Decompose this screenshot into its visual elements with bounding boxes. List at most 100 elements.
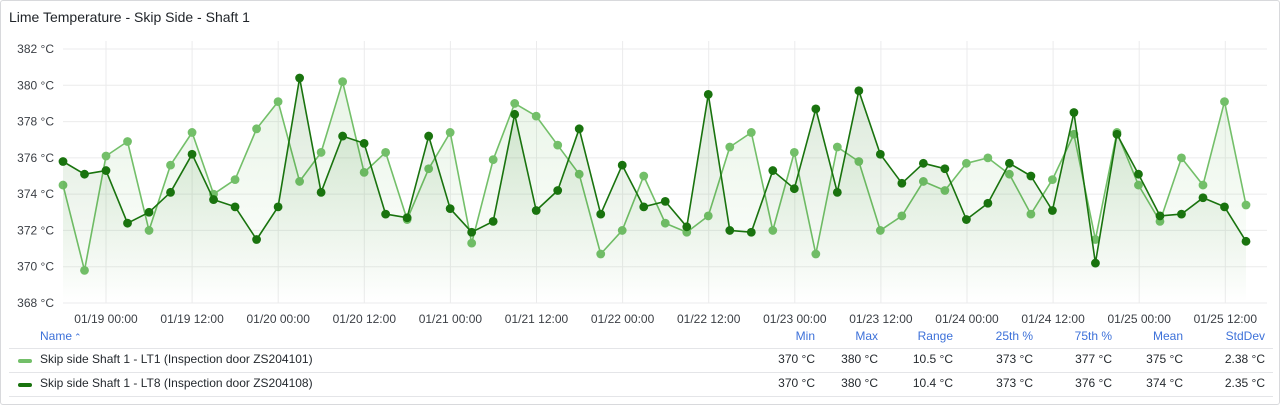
data-point bbox=[58, 157, 68, 166]
data-point bbox=[983, 153, 993, 163]
data-point bbox=[660, 197, 670, 206]
y-tick-label: 382 °C bbox=[17, 42, 54, 56]
data-point bbox=[316, 187, 326, 197]
data-point bbox=[467, 227, 477, 237]
data-point bbox=[746, 128, 756, 137]
legend-header-max[interactable]: Max bbox=[855, 329, 878, 343]
legend-range: 10.5 °C bbox=[912, 352, 953, 366]
legend-75th: 377 °C bbox=[1075, 352, 1112, 366]
series-color-swatch bbox=[18, 359, 32, 363]
data-point bbox=[295, 73, 304, 83]
time-series-chart[interactable]: 382 °C 380 °C 378 °C 376 °C 374 °C 372 °C 370 … bbox=[1, 1, 1280, 326]
x-tick-label: 01/21 00:00 bbox=[419, 312, 483, 326]
data-point bbox=[488, 216, 498, 226]
data-point bbox=[1220, 202, 1229, 212]
y-tick-label: 374 °C bbox=[17, 187, 54, 201]
data-point bbox=[381, 209, 391, 219]
legend-header-row: Name ⌃ Min Max Range 25th % 75th % Mean S… bbox=[1, 326, 1280, 348]
data-point bbox=[273, 97, 283, 107]
data-point bbox=[187, 149, 197, 159]
series-color-swatch bbox=[18, 383, 32, 387]
data-point bbox=[187, 128, 197, 137]
legend-row[interactable]: Skip side Shaft 1 - LT1 (Inspection door… bbox=[1, 349, 1280, 371]
legend-header-name[interactable]: Name ⌃ bbox=[40, 329, 82, 343]
y-tick-label: 380 °C bbox=[17, 78, 54, 92]
legend-header-range[interactable]: Range bbox=[917, 329, 953, 343]
data-point bbox=[316, 148, 326, 157]
legend-25th: 373 °C bbox=[996, 352, 1033, 366]
data-point bbox=[488, 155, 498, 165]
legend-header-25th[interactable]: 25th % bbox=[995, 329, 1033, 343]
data-point bbox=[101, 166, 111, 175]
data-point bbox=[1241, 236, 1251, 246]
data-point bbox=[832, 187, 842, 197]
data-point bbox=[897, 178, 907, 188]
data-point bbox=[1112, 129, 1122, 139]
data-point bbox=[230, 175, 240, 185]
x-tick-label: 01/22 12:00 bbox=[677, 312, 741, 326]
data-point bbox=[144, 207, 154, 217]
data-point bbox=[940, 164, 950, 174]
legend-header-75th[interactable]: 75th % bbox=[1074, 329, 1112, 343]
legend-header-stddev[interactable]: StdDev bbox=[1225, 329, 1265, 343]
legend-25th: 373 °C bbox=[996, 376, 1033, 390]
data-point bbox=[359, 138, 369, 148]
legend-series-name[interactable]: Skip side Shaft 1 - LT8 (Inspection door… bbox=[40, 376, 313, 390]
data-point bbox=[553, 186, 563, 195]
data-point bbox=[1048, 175, 1057, 185]
data-point bbox=[1198, 193, 1208, 203]
legend-mean: 374 °C bbox=[1146, 376, 1183, 390]
data-point bbox=[123, 137, 132, 146]
data-point bbox=[445, 204, 455, 214]
x-tick-label: 01/25 12:00 bbox=[1194, 312, 1258, 326]
y-tick-label: 378 °C bbox=[17, 115, 54, 129]
data-point bbox=[1005, 158, 1014, 168]
data-point bbox=[1177, 153, 1186, 163]
x-tick-label: 01/25 00:00 bbox=[1107, 312, 1171, 326]
legend-series-name[interactable]: Skip side Shaft 1 - LT1 (Inspection door… bbox=[40, 352, 313, 366]
data-point bbox=[1048, 206, 1057, 215]
data-point bbox=[381, 148, 391, 157]
x-tick-label: 01/22 00:00 bbox=[591, 312, 655, 326]
x-tick-label: 01/19 00:00 bbox=[74, 312, 138, 326]
legend-min: 370 °C bbox=[778, 376, 815, 390]
data-point bbox=[1177, 209, 1186, 219]
x-tick-label: 01/24 12:00 bbox=[1021, 312, 1085, 326]
y-tick-label: 370 °C bbox=[17, 260, 54, 274]
legend-mean: 375 °C bbox=[1146, 352, 1183, 366]
x-tick-label: 01/19 12:00 bbox=[160, 312, 224, 326]
sort-ascending-icon: ⌃ bbox=[74, 332, 82, 342]
legend-min: 370 °C bbox=[778, 352, 815, 366]
data-point bbox=[875, 149, 885, 159]
x-tick-label: 01/23 00:00 bbox=[763, 312, 827, 326]
x-tick-label: 01/20 00:00 bbox=[246, 312, 310, 326]
data-point bbox=[961, 215, 971, 224]
legend-max: 380 °C bbox=[841, 376, 878, 390]
panel-title[interactable]: Lime Temperature - Skip Side - Shaft 1 bbox=[9, 9, 250, 25]
data-point bbox=[166, 187, 175, 197]
data-point bbox=[1026, 171, 1036, 181]
legend-row[interactable]: Skip side Shaft 1 - LT8 (Inspection door… bbox=[1, 373, 1280, 395]
data-point bbox=[1069, 108, 1079, 117]
series-line bbox=[62, 77, 1247, 264]
data-point bbox=[273, 202, 283, 212]
data-point bbox=[725, 226, 735, 235]
data-point bbox=[961, 158, 971, 168]
data-point bbox=[789, 184, 799, 194]
data-point bbox=[811, 104, 821, 114]
data-point bbox=[553, 140, 563, 150]
data-point bbox=[639, 202, 649, 212]
data-point bbox=[617, 160, 627, 170]
data-point bbox=[725, 142, 735, 152]
data-point bbox=[703, 89, 713, 99]
legend-range: 10.4 °C bbox=[912, 376, 953, 390]
data-point bbox=[983, 198, 993, 208]
legend-header-mean[interactable]: Mean bbox=[1152, 329, 1183, 343]
data-point bbox=[918, 158, 928, 168]
data-point bbox=[101, 151, 111, 161]
legend-header-min[interactable]: Min bbox=[795, 329, 815, 343]
data-point bbox=[424, 131, 434, 141]
data-point bbox=[789, 148, 799, 157]
data-point bbox=[1220, 97, 1229, 107]
x-tick-label: 01/20 12:00 bbox=[333, 312, 397, 326]
